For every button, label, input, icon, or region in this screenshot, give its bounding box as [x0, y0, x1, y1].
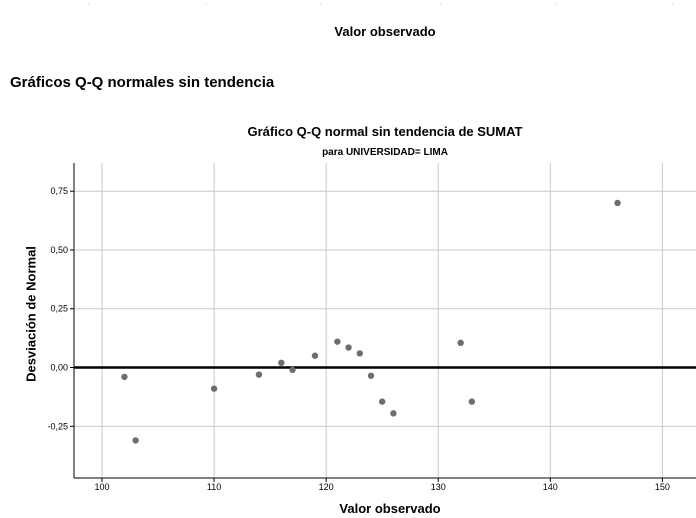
- data-point: [378, 398, 386, 405]
- data-point: [255, 371, 263, 378]
- y-tick-label: 0,25: [50, 304, 68, 314]
- x-tick-label: 150: [655, 482, 670, 492]
- data-point: [121, 373, 128, 381]
- previous-chart-x-axis-label: Valor observado: [334, 24, 436, 39]
- chart-subtitle: para UNIVERSIDAD= LIMA: [322, 147, 448, 158]
- data-point: [614, 199, 621, 207]
- y-tick-label: 0,50: [50, 245, 68, 255]
- section-heading: Gráficos Q-Q normales sin tendencia: [10, 74, 275, 91]
- x-axis-label: Valor observado: [339, 501, 441, 516]
- data-point: [457, 339, 464, 347]
- previous-chart-tick: ·: [205, 2, 207, 8]
- previous-chart-tick: ·: [320, 2, 322, 8]
- data-point: [132, 437, 139, 444]
- x-tick-label: 120: [319, 482, 334, 492]
- data-point: [289, 366, 296, 374]
- y-tick-label: 0,00: [50, 363, 68, 373]
- y-tick-label: 0,75: [50, 186, 68, 196]
- previous-chart-tick: ·: [88, 2, 90, 8]
- chart-title: Gráfico Q-Q normal sin tendencia de SUMA…: [247, 124, 523, 139]
- data-point: [210, 385, 218, 392]
- data-point: [356, 350, 363, 357]
- x-tick-label: 140: [543, 482, 558, 492]
- previous-chart-tick: ·: [440, 2, 442, 8]
- y-axis-label: Desviación de Normal: [23, 246, 39, 382]
- x-tick-label: 130: [431, 482, 446, 492]
- previous-chart-tick: ·: [555, 2, 557, 8]
- data-point: [278, 359, 285, 367]
- data-point: [334, 338, 341, 345]
- data-point: [311, 352, 319, 359]
- x-tick-label: 110: [207, 482, 221, 492]
- data-point: [345, 344, 352, 351]
- y-tick-label: -0,25: [47, 421, 68, 431]
- x-tick-label: 100: [95, 482, 110, 492]
- previous-chart-tick: ·: [672, 2, 674, 8]
- data-point: [390, 410, 397, 417]
- data-point: [367, 372, 375, 379]
- data-point: [468, 398, 476, 405]
